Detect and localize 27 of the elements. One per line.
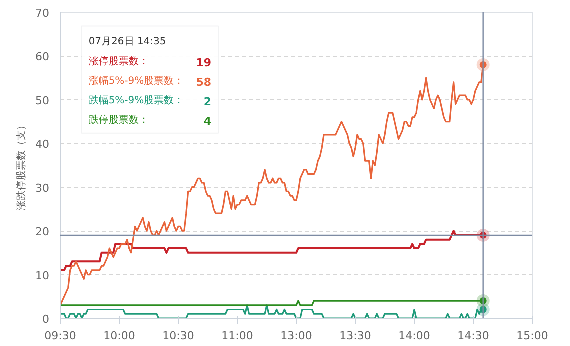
x-tick-label: 10:00 xyxy=(104,330,136,342)
x-tick-label: 11:00 xyxy=(222,330,254,342)
y-tick-label: 0 xyxy=(42,313,50,326)
y-tick-label: 70 xyxy=(36,7,50,20)
y-tick-label: 50 xyxy=(36,94,50,108)
x-tick-label: 10:30 xyxy=(162,330,194,342)
text: 跌停股票数： xyxy=(88,114,149,126)
y-tick-label: 60 xyxy=(36,50,50,64)
x-tick-label: 13:30 xyxy=(340,330,372,342)
x-tick-label: 13:00 xyxy=(280,330,312,342)
y-tick-label: 10 xyxy=(36,269,50,282)
annotation: 07月26日 14:35 xyxy=(88,36,166,48)
x-tick-label: 14:00 xyxy=(398,330,430,342)
y-axis-title: 涨跌停股票数（支） xyxy=(16,120,28,210)
y-tick-label: 30 xyxy=(36,182,50,195)
annotation: 58 xyxy=(196,76,212,89)
annotation: 2 xyxy=(204,95,212,108)
annotation: 4 xyxy=(204,115,212,128)
x-tick-label: 14:30 xyxy=(458,330,490,342)
x-tick-label: 15:00 xyxy=(516,330,548,342)
annotation: 19 xyxy=(196,56,212,70)
text: 涨停股票数： xyxy=(88,55,149,68)
x-tick-label: 09:30 xyxy=(44,330,76,342)
y-tick-label: 20 xyxy=(36,226,50,239)
text: 跌幅5%-9%股票数： xyxy=(88,94,184,106)
y-tick-label: 40 xyxy=(36,138,50,152)
text: 涨幅5%-9%股票数： xyxy=(88,74,184,87)
